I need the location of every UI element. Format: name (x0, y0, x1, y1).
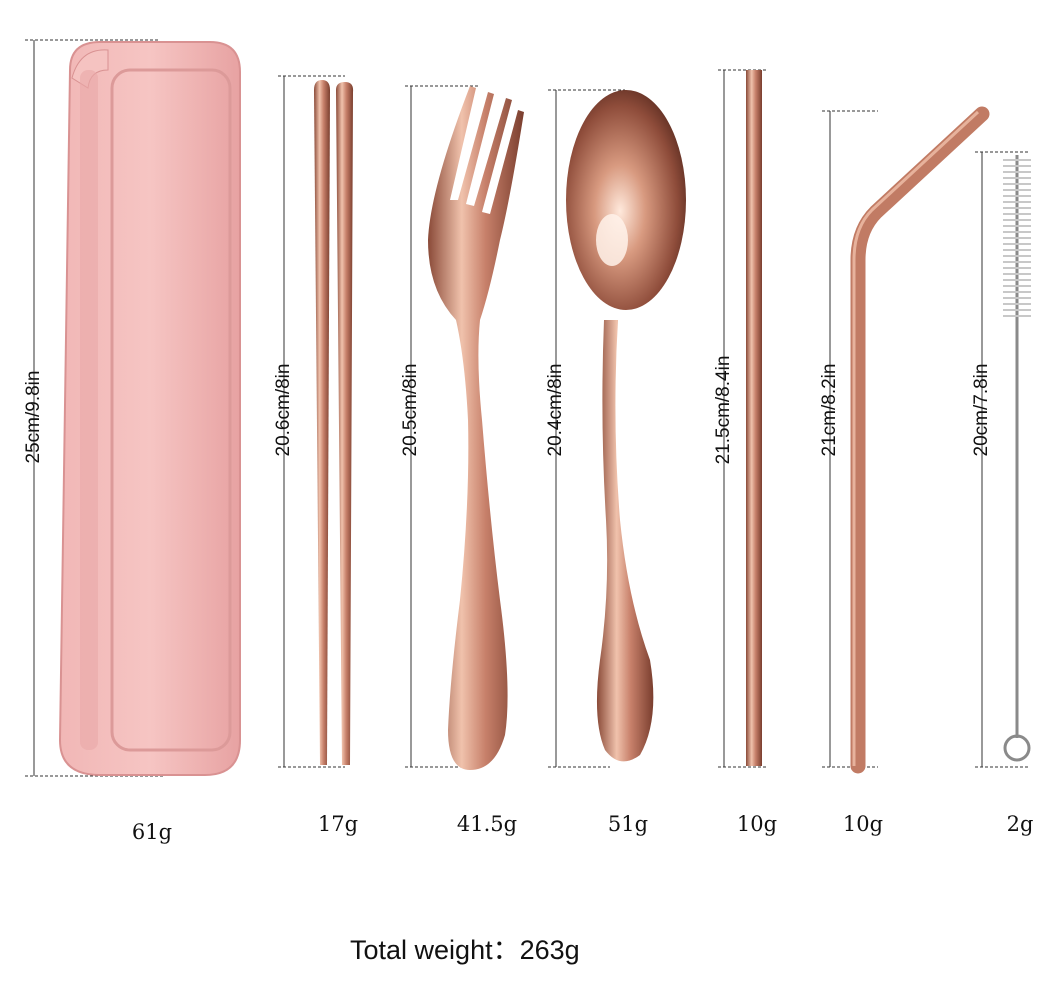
brush-loop (1003, 734, 1031, 762)
spoon-dimension-line (548, 89, 625, 768)
fork-weight: 41.5g (456, 812, 518, 836)
spoon-dimension-label: 20.4cm/8in (545, 363, 566, 457)
chopsticks-dimension-label: 20.6cm/8in (273, 363, 294, 457)
spoon-bowl (566, 90, 686, 310)
chopsticks-weight: 17g (317, 812, 359, 836)
chopsticks-group (278, 75, 354, 768)
chopstick-right (336, 82, 354, 765)
spoon-weight: 51g (607, 812, 649, 836)
cleaning-brush-weight: 2g (1006, 812, 1034, 836)
spoon-group (548, 89, 686, 768)
straight-straw (746, 70, 762, 766)
case-group (25, 39, 241, 777)
straight-straw-weight: 10g (736, 812, 778, 836)
bent-straw-weight: 10g (842, 812, 884, 836)
cleaning-brush-dimension-line (975, 151, 1030, 768)
chopsticks-dimension-line (278, 75, 345, 768)
fork-shape (428, 86, 524, 770)
straight-straw-dimension-label: 21.5cm/8.4in (713, 355, 734, 465)
total-weight: Total weight：263g (350, 935, 580, 965)
case-weight: 61g (131, 820, 173, 844)
spoon-handle (596, 320, 654, 762)
bent-straw-dimension-label: 21cm/8.2in (819, 363, 840, 457)
fork-group (405, 85, 524, 770)
case-body (58, 41, 241, 776)
brush-bristles (1003, 159, 1031, 317)
cleaning-brush-dimension-label: 20cm/7.8in (971, 363, 992, 457)
straight-straw-group (718, 69, 768, 768)
bent-straw-dimension-line (822, 110, 878, 768)
chopstick-left (314, 80, 330, 765)
bent-straw (850, 106, 990, 774)
cleaning-brush-group (975, 151, 1031, 768)
bent-straw-group (822, 106, 990, 774)
fork-dimension-label: 20.5cm/8in (400, 363, 421, 457)
case-dimension-label: 25cm/9.8in (23, 370, 44, 464)
